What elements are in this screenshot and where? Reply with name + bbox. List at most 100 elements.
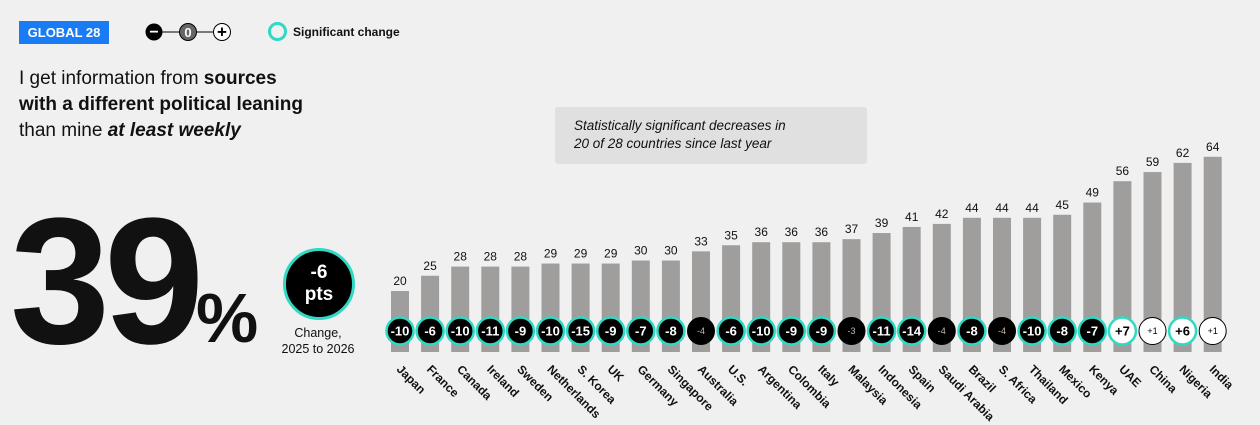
change-circle [1077, 316, 1108, 346]
change-circle [505, 316, 536, 346]
change-circle [1198, 317, 1227, 345]
change-circle [1047, 316, 1077, 346]
change-label: -9 [605, 324, 617, 339]
headline-bold: with a different political leaning [19, 94, 303, 115]
data-label: 28 [484, 250, 498, 264]
global-change-circle: -6 pts [283, 248, 355, 320]
data-label: 30 [664, 244, 678, 258]
change-label: -8 [1056, 324, 1068, 339]
category-label: U.S. [725, 362, 751, 388]
change-label: -14 [902, 324, 922, 339]
data-label: 29 [604, 247, 618, 261]
global-value-unit: % [196, 279, 259, 357]
category-label: Japan [394, 362, 428, 396]
change-label: -11 [481, 324, 499, 339]
change-label: -10 [1023, 324, 1042, 339]
change-circle [896, 316, 927, 346]
change-circle [475, 316, 506, 346]
svg-text:+: + [217, 23, 227, 42]
ring-icon [268, 22, 287, 41]
change-circle [1017, 316, 1047, 346]
data-label: 56 [1116, 164, 1130, 178]
plus-icon: + [213, 23, 231, 42]
note-line: Statistically significant decreases in [574, 118, 786, 133]
change-label: -15 [571, 324, 590, 339]
change-circle [656, 316, 686, 346]
change-label: -3 [847, 326, 855, 336]
change-circle [866, 316, 897, 346]
headline-text: I get information from [19, 68, 204, 89]
data-label: 28 [454, 250, 468, 264]
change-label: -9 [816, 324, 828, 339]
change-label: +1 [1208, 326, 1218, 336]
data-label: 30 [634, 244, 648, 258]
change-label: -7 [1087, 324, 1099, 339]
svg-text:−: − [149, 24, 158, 41]
data-label: 29 [574, 247, 588, 261]
headline-text: than mine [19, 120, 108, 141]
data-label: 41 [905, 210, 919, 224]
change-circle [927, 317, 956, 345]
data-label: 25 [423, 259, 437, 273]
change-label: Change, 2025 to 2026 [270, 325, 366, 357]
change-circle [687, 317, 715, 345]
data-label: 44 [995, 201, 1009, 215]
minus-icon: − [145, 23, 163, 41]
change-circle [385, 316, 415, 346]
bar [1143, 172, 1162, 352]
data-label: 64 [1206, 140, 1220, 154]
change-label: -11 [873, 324, 891, 339]
data-label: 36 [755, 225, 769, 239]
category-label: China [1146, 362, 1180, 396]
change-label: -9 [515, 324, 527, 339]
change-label: -8 [966, 324, 978, 339]
significant-change-label: Significant change [293, 24, 400, 39]
change-circle [746, 316, 776, 346]
significant-change-legend: Significant change [268, 22, 400, 41]
data-label: 44 [965, 201, 979, 215]
data-label: 28 [514, 250, 528, 264]
data-label: 35 [724, 228, 738, 242]
change-circle [626, 316, 656, 346]
bar [1173, 162, 1192, 352]
global-change-value: -6 [310, 262, 328, 283]
category-label: UK [605, 362, 627, 384]
change-label: -10 [541, 324, 560, 339]
note-line: 20 of 28 countries since last year [574, 136, 772, 151]
zero-icon: 0 [179, 23, 197, 41]
change-label: -10 [752, 324, 771, 339]
data-label: 59 [1146, 155, 1160, 169]
data-label: 44 [1025, 201, 1039, 215]
data-label: 36 [785, 225, 799, 239]
headline-bold: sources [203, 68, 277, 89]
change-label: -6 [725, 324, 737, 339]
bar [1083, 202, 1102, 352]
change-label: -10 [451, 324, 470, 339]
bar [1203, 156, 1222, 352]
change-label: +1 [1147, 326, 1157, 336]
bar [1113, 181, 1132, 352]
change-label-line: Change, [294, 326, 342, 340]
data-label: 42 [935, 207, 949, 221]
global-28-badge: GLOBAL 28 [19, 21, 109, 44]
change-circle [595, 316, 626, 346]
change-circle [957, 316, 987, 346]
change-circle [1107, 316, 1138, 346]
change-circle [535, 316, 566, 346]
data-label: 62 [1176, 146, 1190, 160]
global-value: 39 [10, 181, 204, 382]
change-label: +6 [1175, 324, 1190, 339]
change-label: -9 [786, 324, 798, 339]
change-circle [837, 317, 866, 345]
change-circle [565, 316, 596, 346]
change-label: -6 [424, 324, 436, 339]
data-label: 49 [1086, 186, 1100, 200]
change-circle [415, 316, 445, 346]
chart-headline: I get information from sources with a di… [19, 66, 303, 144]
significance-note: Statistically significant decreases in 2… [555, 107, 867, 164]
change-circle [806, 316, 837, 346]
change-scale-legend: − 0 + [145, 23, 231, 42]
headline-emphasis: at least weekly [107, 120, 241, 141]
change-label: -4 [998, 326, 1006, 336]
